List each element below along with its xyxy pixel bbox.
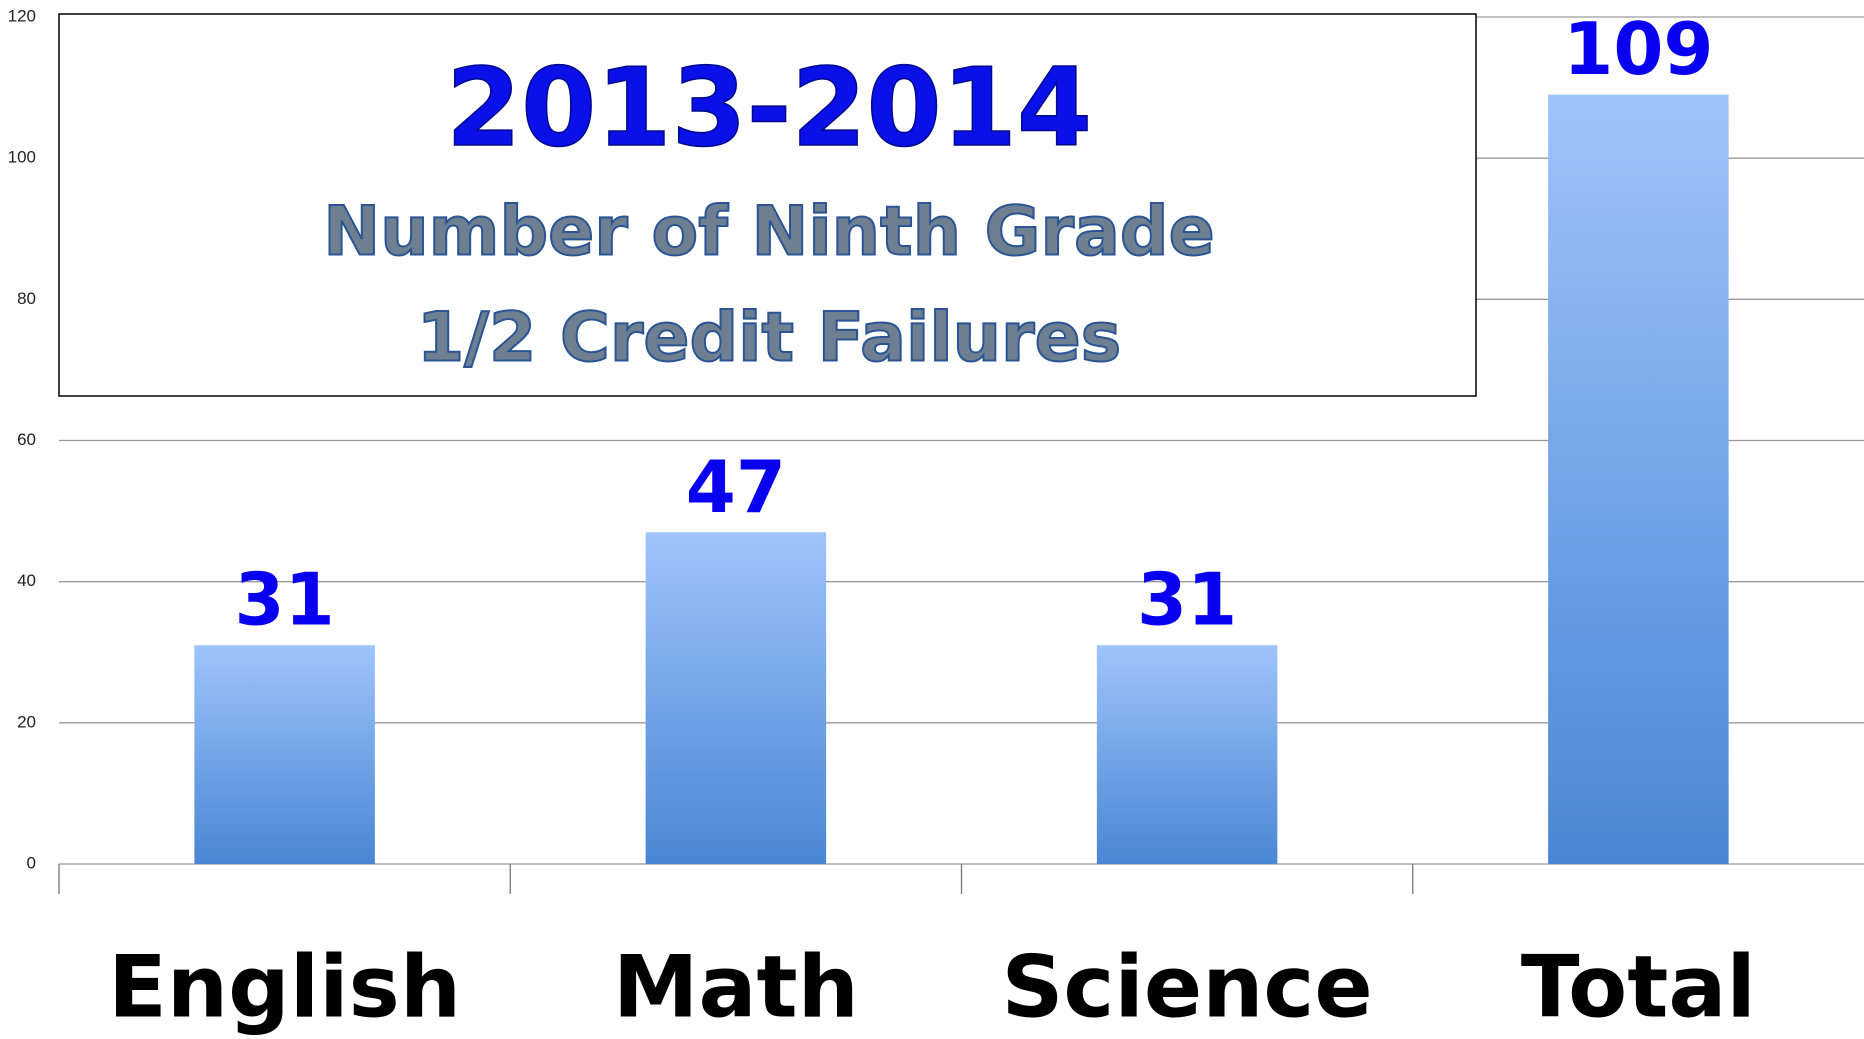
value-label: 31 [1137, 558, 1237, 642]
y-tick-label: 120 [8, 6, 36, 25]
value-label: 31 [235, 558, 335, 642]
title-box [58, 13, 1477, 397]
y-tick-label: 0 [27, 853, 36, 872]
bar [1548, 94, 1729, 865]
bar [1096, 645, 1278, 864]
chart-subtitle: Number of Ninth Grade [323, 193, 1214, 272]
y-tick-label: 80 [17, 289, 36, 308]
chart-title: 2013-2014 [446, 46, 1092, 171]
value-label: 47 [686, 445, 786, 529]
x-tick-label: Total [1521, 937, 1756, 1037]
y-tick-label: 60 [17, 430, 36, 449]
value-label: 109 [1563, 7, 1713, 91]
x-tick-label: Science [1001, 937, 1372, 1037]
y-tick-label: 40 [17, 571, 36, 590]
y-tick-label: 100 [8, 148, 36, 167]
bar [194, 645, 375, 864]
bar [645, 532, 827, 864]
y-tick-label: 20 [17, 712, 36, 731]
chart-subtitle: 1/2 Credit Failures [417, 299, 1121, 378]
x-tick-label: Math [613, 937, 859, 1037]
x-tick-label: English [108, 937, 461, 1037]
